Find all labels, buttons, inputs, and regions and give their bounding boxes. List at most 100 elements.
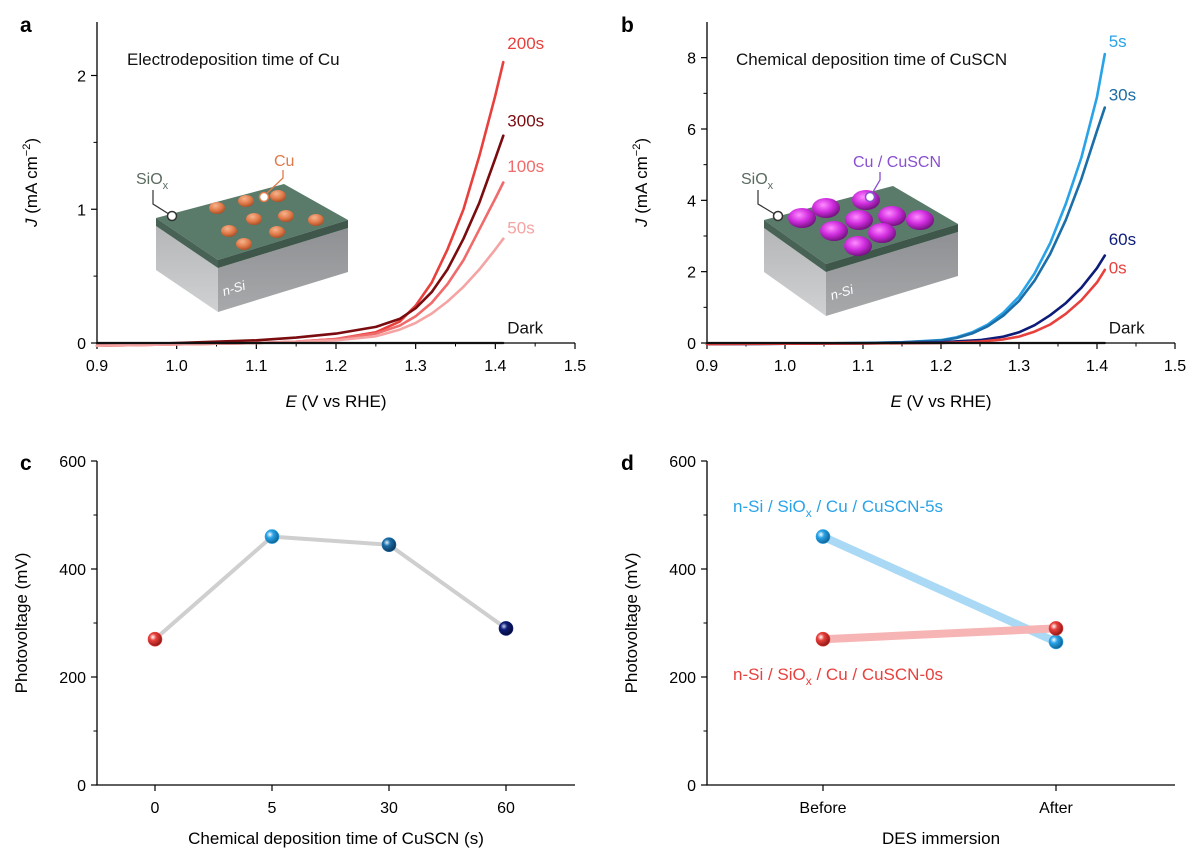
x-axis-label-text: (V vs RHE) bbox=[902, 392, 992, 411]
cu-particle bbox=[278, 210, 294, 222]
x-tick-label: 30 bbox=[380, 800, 398, 817]
inset-particle-marker bbox=[864, 191, 876, 203]
panel-a-marks: 0 1 2 0.9 1.0 1.1 1.2 1.3 1.4 1.5 E (V vs RHE) J (m… bbox=[21, 22, 586, 411]
inset-block-front bbox=[764, 228, 826, 316]
cu-particle bbox=[269, 226, 285, 238]
y-tick-label: 200 bbox=[59, 670, 86, 687]
series-label: 200s bbox=[507, 34, 544, 53]
panel-b-marks: 0 2 4 6 8 0.9 1.0 1.1 1.2 1.3 1.4 1.5 E (V vs RHE) J … bbox=[631, 22, 1186, 411]
inset-particle-leader bbox=[869, 172, 881, 198]
inset-particle-leader bbox=[263, 170, 284, 197]
x-tick-label: 1.3 bbox=[405, 358, 427, 375]
panel-a: a 0 1 2 0.9 1.0 1.1 1.2 1.3 1.4 1.5 E (V vs RHE) J … bbox=[20, 14, 586, 411]
inset-oxide-leader bbox=[757, 190, 779, 217]
series-label: n-Si / SiOx / Cu / CuSCN-5s bbox=[733, 497, 943, 520]
inset-substrate-label: n-Si bbox=[220, 277, 248, 298]
x-tick-label: 1.4 bbox=[1086, 358, 1108, 375]
x-tick-label: 1.4 bbox=[484, 358, 506, 375]
x-tick-label: 1.2 bbox=[325, 358, 347, 375]
inset-cuscn-particles bbox=[788, 190, 934, 256]
series-label: Dark bbox=[507, 319, 543, 338]
inset-particle-label: Cu bbox=[274, 153, 294, 170]
y-tick-label: 0 bbox=[77, 336, 86, 353]
inset-particle-label: Cu / CuSCN bbox=[853, 154, 941, 171]
panel-a-inset: n-Si SiOx Cu bbox=[136, 153, 348, 312]
y-tick-label: 600 bbox=[669, 454, 696, 471]
x-tick-label: 1.5 bbox=[1164, 358, 1186, 375]
x-axis-label: E (V vs RHE) bbox=[285, 392, 386, 411]
cu-particle bbox=[308, 214, 324, 226]
y-tick-label: 2 bbox=[77, 69, 86, 86]
x-tick-label: After bbox=[1039, 800, 1073, 817]
inset-block-front bbox=[156, 226, 218, 312]
x-tick-label: 1.5 bbox=[564, 358, 586, 375]
series-line bbox=[819, 624, 1060, 644]
x-axis-label-text: (V vs RHE) bbox=[297, 392, 387, 411]
series-label: 50s bbox=[507, 218, 534, 237]
y-axis-label-exponent: −2 bbox=[21, 144, 33, 157]
y-axis-label-symbol: J bbox=[22, 218, 41, 228]
series-label-suffix: / Cu / CuSCN-0s bbox=[812, 665, 943, 684]
y-axis-label: J (mA cm−2) bbox=[631, 138, 651, 228]
y-axis-label: Photovoltage (mV) bbox=[12, 553, 31, 694]
y-tick-label: 0 bbox=[687, 778, 696, 795]
x-axis-label-symbol: E bbox=[285, 392, 297, 411]
y-axis-label: Photovoltage (mV) bbox=[622, 553, 641, 694]
x-tick-label: Before bbox=[799, 800, 846, 817]
series-label: 100s bbox=[507, 157, 544, 176]
panel-letter-d: d bbox=[621, 452, 634, 475]
series-line bbox=[819, 532, 1060, 646]
series-label-suffix: / Cu / CuSCN-5s bbox=[812, 497, 943, 516]
cu-particle bbox=[246, 213, 262, 225]
cuscn-particle bbox=[845, 210, 873, 230]
cu-particle bbox=[270, 190, 286, 202]
inset-block-side bbox=[218, 228, 348, 312]
series-label-subscript: x bbox=[806, 506, 812, 520]
cu-particle bbox=[238, 195, 254, 207]
x-tick-label: 1.0 bbox=[166, 358, 188, 375]
panel-letter-c: c bbox=[20, 452, 32, 475]
y-axis-label-close: ) bbox=[22, 138, 41, 144]
series-label-prefix: n-Si / SiO bbox=[733, 665, 806, 684]
series-label: 0s bbox=[1109, 258, 1127, 277]
cu-particle bbox=[209, 202, 225, 214]
inset-oxide-marker bbox=[166, 210, 178, 222]
y-axis-label-exponent: −2 bbox=[631, 144, 643, 157]
y-tick-label: 200 bbox=[669, 670, 696, 687]
x-axis-label: Chemical deposition time of CuSCN (s) bbox=[188, 829, 484, 848]
inset-oxide-label: SiOx bbox=[136, 171, 169, 192]
data-point bbox=[147, 631, 163, 647]
x-tick-label: 0.9 bbox=[696, 358, 718, 375]
x-tick-label: 1.0 bbox=[774, 358, 796, 375]
data-point bbox=[381, 537, 397, 553]
data-point bbox=[264, 529, 280, 544]
y-tick-label: 2 bbox=[687, 265, 696, 282]
x-tick-label: 1.1 bbox=[852, 358, 874, 375]
y-tick-label: 4 bbox=[687, 193, 696, 210]
panel-c: c 0 200 400 600 0 5 30 60 Chemical deposition ti… bbox=[12, 452, 575, 848]
x-tick-label: 0.9 bbox=[86, 358, 108, 375]
panel-letter-b: b bbox=[621, 14, 634, 37]
x-axis-label-symbol: E bbox=[890, 392, 902, 411]
y-tick-label: 0 bbox=[687, 336, 696, 353]
inset-substrate-label: n-Si bbox=[828, 281, 856, 302]
series-label-subscript: x bbox=[806, 674, 812, 688]
data-point bbox=[815, 631, 831, 647]
data-point bbox=[1048, 634, 1064, 650]
panel-letter-a: a bbox=[20, 14, 32, 37]
y-tick-label: 0 bbox=[77, 778, 86, 795]
series-label: 5s bbox=[1109, 32, 1127, 51]
inset-oxide-edge-front bbox=[764, 220, 826, 272]
series-label: 300s bbox=[507, 111, 544, 130]
cuscn-particle bbox=[868, 223, 896, 243]
axis-frame bbox=[706, 22, 1175, 344]
y-tick-label: 8 bbox=[687, 51, 696, 68]
y-tick-label: 400 bbox=[59, 562, 86, 579]
cuscn-particle bbox=[844, 236, 872, 256]
y-axis-label-symbol: J bbox=[632, 218, 651, 228]
y-axis-label-close: ) bbox=[632, 138, 651, 144]
panel-b: b 0 2 4 6 8 0.9 1.0 1.1 1.2 1.3 1.4 1.5 E (V vs RHE)… bbox=[621, 14, 1186, 411]
x-tick-label: 1.3 bbox=[1008, 358, 1030, 375]
panel-c-marks: 0 200 400 600 0 5 30 60 Chemical deposition time… bbox=[12, 454, 575, 848]
